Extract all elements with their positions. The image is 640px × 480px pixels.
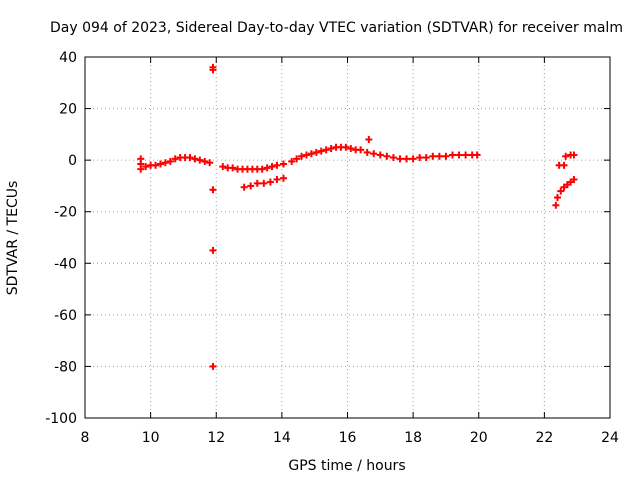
data-point-plus-marker — [396, 155, 404, 163]
data-point-plus-marker — [293, 155, 301, 163]
data-point-plus-marker — [273, 175, 281, 183]
x-tick-label: 12 — [207, 430, 225, 446]
data-point-plus-marker — [370, 150, 378, 158]
data-point-plus-marker — [201, 157, 209, 165]
data-point-plus-marker — [422, 154, 430, 162]
data-point-plus-marker — [161, 159, 169, 167]
data-point-plus-marker — [557, 187, 565, 195]
data-point-plus-marker — [219, 163, 227, 171]
data-point-plus-marker — [389, 154, 397, 162]
data-point-plus-marker — [268, 163, 276, 171]
y-tick-label: -40 — [54, 256, 77, 272]
data-point-plus-marker — [240, 183, 248, 191]
data-point-plus-marker — [137, 165, 145, 173]
data-point-plus-marker — [273, 161, 281, 169]
data-point-plus-marker — [429, 152, 437, 160]
y-axis-ticks: -100 -80 -60 -40 -20 0 20 40 — [45, 50, 610, 427]
data-point-plus-marker — [462, 151, 470, 159]
data-point-plus-marker — [209, 66, 217, 74]
data-point-plus-marker — [288, 157, 296, 165]
data-point-plus-marker — [455, 151, 463, 159]
data-point-plus-marker — [186, 154, 194, 162]
data-point-plus-marker — [209, 246, 217, 254]
data-point-plus-marker — [312, 148, 320, 156]
data-point-plus-marker — [196, 156, 204, 164]
data-points — [137, 63, 578, 370]
data-point-plus-marker — [403, 155, 411, 163]
data-point-plus-marker — [449, 151, 456, 159]
data-point-plus-marker — [263, 164, 271, 172]
data-point-plus-marker — [562, 152, 570, 160]
data-point-plus-marker — [166, 157, 174, 165]
y-tick-label: -60 — [54, 308, 77, 324]
data-point-plus-marker — [206, 159, 214, 167]
y-axis-label: SDTVAR / TECUs — [5, 181, 21, 296]
data-point-plus-marker — [253, 179, 261, 187]
data-point-plus-marker — [322, 146, 330, 154]
data-point-plus-marker — [137, 155, 145, 163]
data-point-plus-marker — [298, 152, 306, 160]
data-point-plus-marker — [416, 154, 424, 162]
data-point-plus-marker — [156, 160, 164, 168]
data-point-plus-marker — [260, 179, 268, 187]
data-point-plus-marker — [229, 164, 237, 172]
y-tick-label: 20 — [59, 102, 77, 118]
data-point-plus-marker — [357, 146, 365, 154]
y-tick-label: -100 — [45, 411, 77, 427]
data-point-plus-marker — [280, 160, 288, 168]
data-point-plus-marker — [342, 143, 350, 151]
data-point-plus-marker — [363, 148, 371, 156]
data-point-plus-marker — [409, 155, 417, 163]
data-point-plus-marker — [365, 136, 373, 144]
data-point-plus-marker — [570, 175, 578, 183]
x-axis-ticks: 8 10 12 14 16 18 20 22 24 — [81, 57, 619, 446]
x-tick-label: 10 — [142, 430, 160, 446]
data-point-plus-marker — [560, 161, 568, 169]
data-point-plus-marker — [554, 194, 561, 202]
x-tick-label: 14 — [273, 430, 291, 446]
y-tick-label: 40 — [59, 50, 77, 66]
y-tick-label: -20 — [54, 205, 77, 221]
data-point-plus-marker — [266, 178, 274, 186]
data-point-plus-marker — [152, 161, 160, 169]
data-point-plus-marker — [258, 165, 266, 173]
data-point-plus-marker — [209, 186, 217, 194]
data-point-plus-marker — [570, 151, 578, 159]
x-tick-label: 8 — [81, 430, 90, 446]
chart-title: Day 094 of 2023, Sidereal Day-to-day VTE… — [50, 20, 623, 36]
x-tick-label: 18 — [404, 430, 422, 446]
data-point-plus-marker — [209, 362, 217, 370]
grid-lines — [85, 57, 610, 418]
data-point-plus-marker — [347, 145, 355, 153]
data-point-plus-marker — [307, 150, 315, 158]
data-point-plus-marker — [247, 182, 255, 190]
y-tick-label: 0 — [68, 153, 77, 169]
data-point-plus-marker — [317, 147, 325, 155]
y-tick-label: -80 — [54, 359, 77, 375]
data-point-plus-marker — [442, 152, 450, 160]
x-tick-label: 24 — [601, 430, 619, 446]
data-point-plus-marker — [552, 201, 560, 209]
data-point-plus-marker — [327, 145, 335, 153]
x-axis-label: GPS time / hours — [288, 458, 405, 474]
data-point-plus-marker — [435, 152, 443, 160]
data-point-plus-marker — [473, 151, 481, 159]
x-tick-label: 16 — [339, 430, 357, 446]
data-point-plus-marker — [171, 155, 179, 163]
x-tick-label: 22 — [535, 430, 553, 446]
data-point-plus-marker — [142, 163, 150, 171]
data-point-plus-marker — [280, 174, 288, 182]
data-point-plus-marker — [376, 151, 384, 159]
data-point-plus-marker — [191, 155, 199, 163]
x-tick-label: 20 — [470, 430, 488, 446]
data-point-plus-marker — [383, 152, 391, 160]
data-point-plus-marker — [302, 151, 310, 159]
